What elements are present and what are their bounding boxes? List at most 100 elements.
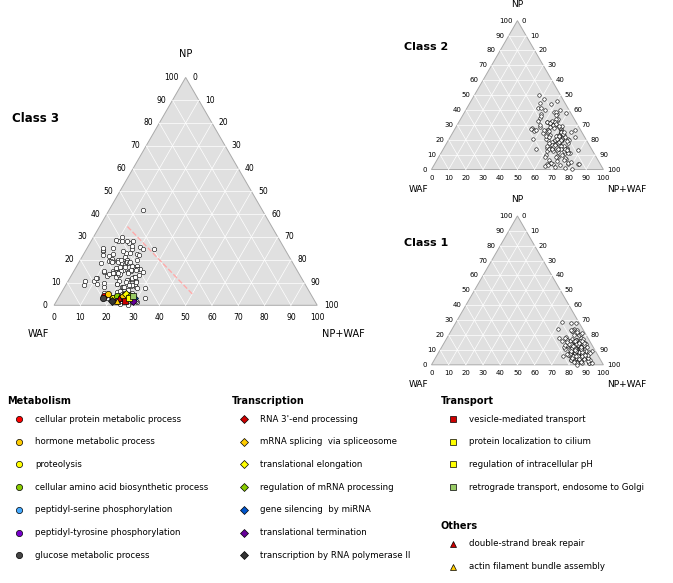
Text: 30: 30 (77, 233, 87, 241)
Text: actin filament bundle assembly: actin filament bundle assembly (469, 562, 605, 571)
Text: 10: 10 (205, 96, 215, 105)
Text: 80: 80 (297, 255, 307, 264)
Text: 20: 20 (435, 332, 444, 338)
Text: Transcription: Transcription (232, 396, 305, 406)
Text: 10: 10 (444, 370, 453, 376)
Text: peptidyl-serine phosphorylation: peptidyl-serine phosphorylation (35, 505, 172, 514)
Text: 90: 90 (495, 228, 505, 234)
Text: hormone metabolic process: hormone metabolic process (35, 437, 155, 446)
Text: 40: 40 (496, 175, 505, 181)
Text: 80: 80 (590, 137, 600, 143)
Text: 40: 40 (556, 272, 565, 279)
Text: 60: 60 (470, 77, 479, 83)
Text: 0: 0 (522, 17, 526, 24)
Text: NP: NP (179, 49, 192, 59)
Text: Transport: Transport (441, 396, 494, 406)
Text: 30: 30 (444, 122, 453, 128)
Text: 70: 70 (479, 258, 487, 264)
Text: 10: 10 (427, 347, 435, 353)
Text: 60: 60 (573, 107, 582, 113)
Text: 0: 0 (423, 167, 427, 173)
Text: 40: 40 (556, 77, 565, 83)
Text: 10: 10 (444, 175, 453, 181)
Text: 70: 70 (479, 62, 487, 68)
Text: 70: 70 (582, 317, 591, 323)
Text: 50: 50 (181, 313, 190, 322)
Text: Metabolism: Metabolism (7, 396, 71, 406)
Text: 10: 10 (51, 278, 61, 287)
Text: double-strand break repair: double-strand break repair (469, 539, 584, 549)
Text: 0: 0 (522, 213, 526, 219)
Text: 80: 80 (590, 332, 600, 338)
Text: 70: 70 (547, 370, 557, 376)
Text: 90: 90 (599, 347, 608, 353)
Text: 90: 90 (156, 96, 166, 105)
Text: 20: 20 (462, 175, 470, 181)
Text: gene silencing  by miRNA: gene silencing by miRNA (260, 505, 371, 514)
Text: NP+WAF: NP+WAF (607, 185, 646, 194)
Text: 70: 70 (284, 233, 294, 241)
Text: 30: 30 (128, 313, 138, 322)
Text: 80: 80 (143, 118, 153, 128)
Text: mRNA splicing  via spliceosome: mRNA splicing via spliceosome (260, 437, 398, 446)
Text: 50: 50 (565, 92, 573, 98)
Text: 80: 80 (260, 313, 269, 322)
Text: regulation of mRNA processing: regulation of mRNA processing (260, 483, 394, 491)
Text: retrograde transport, endosome to Golgi: retrograde transport, endosome to Golgi (469, 483, 644, 491)
Text: 100: 100 (165, 73, 179, 82)
Text: 90: 90 (581, 175, 591, 181)
Text: 0: 0 (192, 73, 197, 82)
Text: translational termination: translational termination (260, 528, 367, 537)
Text: 60: 60 (207, 313, 217, 322)
Text: 90: 90 (311, 278, 320, 287)
Text: 40: 40 (453, 107, 462, 113)
Text: 70: 70 (234, 313, 243, 322)
Text: 20: 20 (539, 47, 548, 54)
Text: 20: 20 (462, 370, 470, 376)
Text: 80: 80 (487, 47, 496, 54)
Text: 30: 30 (548, 62, 557, 68)
Text: NP+WAF: NP+WAF (322, 329, 365, 339)
Text: 80: 80 (487, 243, 496, 249)
Text: WAF: WAF (409, 185, 428, 194)
Text: 10: 10 (530, 228, 539, 234)
Text: 100: 100 (310, 313, 324, 322)
Text: 90: 90 (286, 313, 295, 322)
Text: 0: 0 (423, 362, 427, 368)
Text: 40: 40 (453, 302, 462, 308)
Text: 0: 0 (429, 175, 433, 181)
Text: 60: 60 (530, 370, 539, 376)
Text: 60: 60 (573, 302, 582, 308)
Text: 40: 40 (155, 313, 164, 322)
Text: 10: 10 (530, 33, 539, 38)
Polygon shape (431, 20, 604, 170)
Text: WAF: WAF (409, 380, 428, 389)
Text: 100: 100 (608, 362, 621, 368)
Text: 30: 30 (479, 370, 487, 376)
Text: 60: 60 (470, 272, 479, 279)
Text: Class 1: Class 1 (404, 238, 448, 248)
Text: 30: 30 (479, 175, 487, 181)
Text: 50: 50 (513, 175, 522, 181)
Text: peptidyl-tyrosine phosphorylation: peptidyl-tyrosine phosphorylation (35, 528, 180, 537)
Text: 20: 20 (435, 137, 444, 143)
Text: 20: 20 (64, 255, 74, 264)
Text: 100: 100 (597, 175, 610, 181)
Text: 70: 70 (547, 175, 557, 181)
Text: 100: 100 (499, 213, 513, 219)
Text: 50: 50 (565, 287, 573, 293)
Text: 20: 20 (219, 118, 228, 128)
Text: 90: 90 (581, 370, 591, 376)
Text: transcription by RNA polymerase II: transcription by RNA polymerase II (260, 551, 411, 560)
Text: 30: 30 (444, 317, 453, 323)
Text: 30: 30 (232, 141, 242, 150)
Text: 40: 40 (245, 164, 254, 173)
Text: Others: Others (441, 521, 478, 531)
Text: 100: 100 (597, 370, 610, 376)
Text: 10: 10 (75, 313, 85, 322)
Text: 90: 90 (599, 152, 608, 157)
Text: 10: 10 (427, 152, 435, 157)
Text: NP: NP (511, 0, 524, 9)
Text: 90: 90 (495, 33, 505, 38)
Text: 70: 70 (582, 122, 591, 128)
